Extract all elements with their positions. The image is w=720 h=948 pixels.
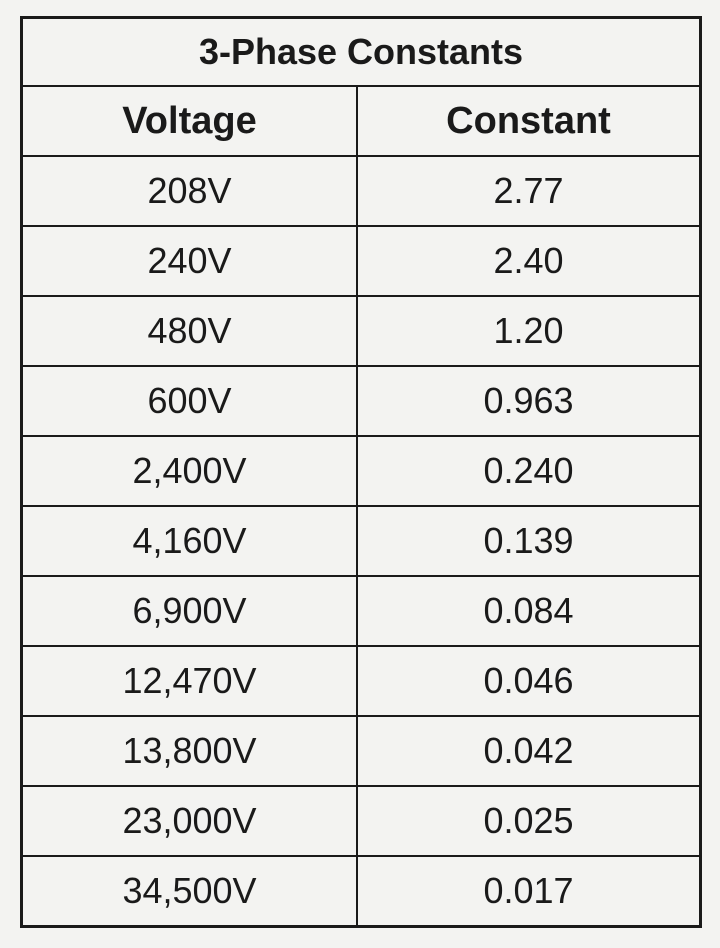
data-row: 23,000V 0.025 <box>20 785 702 857</box>
constant-cell: 0.963 <box>356 365 702 437</box>
table-title: 3-Phase Constants <box>20 16 702 87</box>
data-row: 240V 2.40 <box>20 225 702 297</box>
constant-cell: 1.20 <box>356 295 702 367</box>
voltage-cell: 12,470V <box>20 645 358 717</box>
voltage-cell: 4,160V <box>20 505 358 577</box>
voltage-cell: 2,400V <box>20 435 358 507</box>
data-row: 600V 0.963 <box>20 365 702 437</box>
constants-table: 3-Phase Constants Voltage Constant 208V 2… <box>20 16 702 928</box>
data-row: 2,400V 0.240 <box>20 435 702 507</box>
column-header: Voltage <box>20 85 358 157</box>
data-row: 12,470V 0.046 <box>20 645 702 717</box>
voltage-cell: 480V <box>20 295 358 367</box>
data-row: 34,500V 0.017 <box>20 855 702 928</box>
voltage-cell: 34,500V <box>20 855 358 928</box>
title-row: 3-Phase Constants <box>20 16 702 87</box>
data-row: 6,900V 0.084 <box>20 575 702 647</box>
voltage-cell: 13,800V <box>20 715 358 787</box>
data-row: 480V 1.20 <box>20 295 702 367</box>
constant-cell: 0.084 <box>356 575 702 647</box>
voltage-cell: 23,000V <box>20 785 358 857</box>
voltage-cell: 6,900V <box>20 575 358 647</box>
constant-cell: 0.139 <box>356 505 702 577</box>
constant-cell: 2.40 <box>356 225 702 297</box>
constant-cell: 0.046 <box>356 645 702 717</box>
voltage-cell: 240V <box>20 225 358 297</box>
constant-cell: 0.025 <box>356 785 702 857</box>
constant-cell: 0.042 <box>356 715 702 787</box>
data-row: 13,800V 0.042 <box>20 715 702 787</box>
voltage-cell: 208V <box>20 155 358 227</box>
column-header: Constant <box>356 85 702 157</box>
constant-cell: 2.77 <box>356 155 702 227</box>
constant-cell: 0.240 <box>356 435 702 507</box>
voltage-cell: 600V <box>20 365 358 437</box>
data-row: 4,160V 0.139 <box>20 505 702 577</box>
constant-cell: 0.017 <box>356 855 702 928</box>
header-row: Voltage Constant <box>20 85 702 157</box>
data-row: 208V 2.77 <box>20 155 702 227</box>
